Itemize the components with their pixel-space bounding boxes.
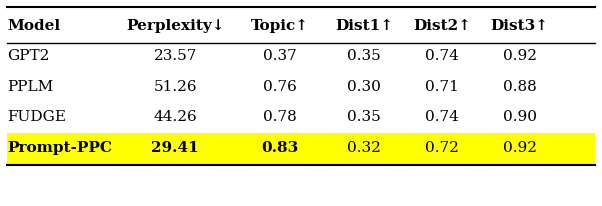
Text: 0.76: 0.76 — [263, 80, 297, 94]
Text: 0.83: 0.83 — [261, 141, 299, 155]
Text: 51.26: 51.26 — [154, 80, 197, 94]
Text: 0.30: 0.30 — [347, 80, 381, 94]
Text: Model: Model — [7, 19, 61, 33]
Text: PPLM: PPLM — [7, 80, 54, 94]
Text: Prompt-PPC: Prompt-PPC — [7, 141, 113, 155]
Text: 0.74: 0.74 — [425, 110, 459, 124]
Text: 29.41: 29.41 — [151, 141, 199, 155]
Text: 0.71: 0.71 — [425, 80, 459, 94]
Text: GPT2: GPT2 — [7, 49, 50, 63]
Text: 0.88: 0.88 — [503, 80, 536, 94]
Text: Dist1↑: Dist1↑ — [335, 19, 393, 33]
Text: Perplexity↓: Perplexity↓ — [126, 19, 225, 33]
FancyBboxPatch shape — [7, 133, 595, 164]
Text: 44.26: 44.26 — [154, 110, 197, 124]
Text: Dist3↑: Dist3↑ — [491, 19, 548, 33]
Text: FUDGE: FUDGE — [7, 110, 66, 124]
Text: 0.74: 0.74 — [425, 49, 459, 63]
Text: Dist2↑: Dist2↑ — [413, 19, 471, 33]
Text: 0.92: 0.92 — [503, 49, 537, 63]
Text: 23.57: 23.57 — [154, 49, 197, 63]
Text: 0.90: 0.90 — [503, 110, 537, 124]
Text: 0.35: 0.35 — [347, 110, 381, 124]
Text: 0.72: 0.72 — [425, 141, 459, 155]
Text: 0.37: 0.37 — [263, 49, 297, 63]
Text: 0.32: 0.32 — [347, 141, 381, 155]
Text: 0.35: 0.35 — [347, 49, 381, 63]
Text: Topic↑: Topic↑ — [251, 19, 309, 33]
Text: 0.78: 0.78 — [263, 110, 297, 124]
Text: 0.92: 0.92 — [503, 141, 537, 155]
